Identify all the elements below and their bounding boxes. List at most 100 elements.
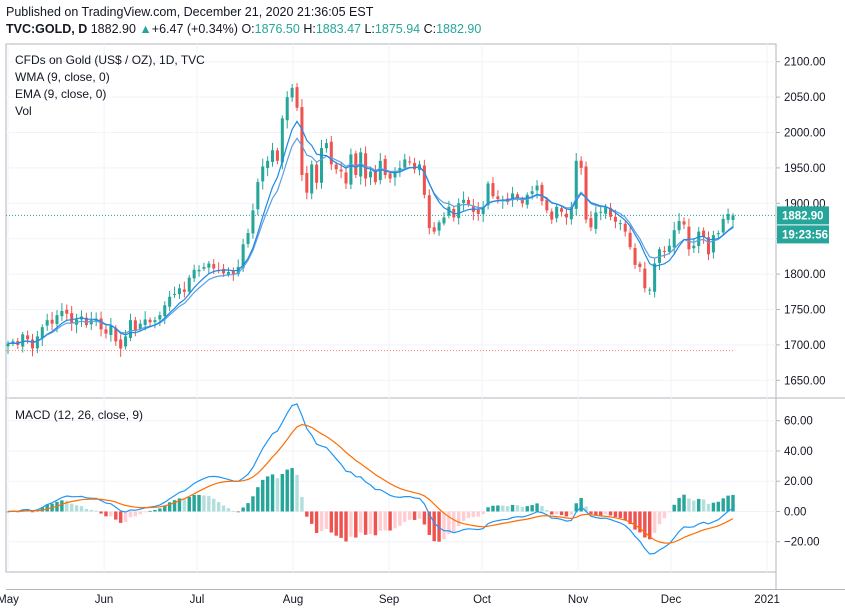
candle (569, 201, 573, 225)
macd-hist-bar (633, 511, 637, 530)
macd-hist-bar (486, 507, 490, 512)
candle (290, 84, 294, 102)
macd-hist-bar (662, 511, 667, 519)
macd-hist-bar (6, 511, 10, 513)
candle (564, 209, 568, 225)
candle (251, 203, 255, 239)
candle (246, 228, 250, 248)
candle (261, 158, 265, 190)
macd-hist-bar (383, 511, 387, 531)
candle-body (408, 161, 412, 163)
candle (648, 287, 652, 295)
macd-hist-bar (109, 511, 113, 517)
macd-hist-bar (261, 479, 265, 512)
candle-body (300, 107, 304, 175)
candle (202, 262, 206, 271)
macd-hist-bar (648, 511, 652, 540)
candle (574, 153, 578, 216)
macd-hist-bar (79, 506, 84, 512)
candle-body (305, 173, 309, 193)
macd-hist-bar (236, 511, 240, 513)
candle (540, 182, 544, 206)
candle (501, 195, 505, 209)
macd-tick-label: −20.00 (784, 537, 820, 549)
candle-body (442, 217, 446, 224)
candle-body (339, 169, 343, 172)
candle (256, 178, 260, 216)
macd-hist-bar (30, 511, 35, 513)
candle-body (569, 206, 573, 220)
candle-body (457, 203, 461, 219)
candle-body (672, 230, 676, 248)
ema-legend: EMA (9, close, 0) (15, 87, 107, 101)
candle (315, 161, 319, 190)
candle-body (716, 233, 720, 235)
macd-hist-bar (574, 503, 578, 512)
candle-body (324, 143, 328, 149)
low-label: L: (364, 22, 375, 36)
candle (148, 317, 152, 327)
candle-body (579, 160, 583, 168)
candle (398, 160, 402, 177)
candle-body (623, 223, 627, 232)
candle (643, 261, 647, 293)
macd-hist-bar (74, 505, 79, 512)
candle-body (731, 215, 735, 220)
macd-hist-bar (667, 511, 672, 513)
candle-body (706, 237, 711, 255)
time-tick-label: Aug (283, 594, 303, 606)
candle-body (60, 310, 64, 317)
candle-body (413, 162, 417, 170)
macd-hist-bar (515, 505, 520, 512)
candle (168, 290, 172, 312)
macd-hist-bar (716, 501, 721, 512)
low-value: 1875.94 (374, 22, 421, 36)
candle-body (481, 206, 485, 215)
candle (334, 161, 338, 174)
vol-legend: Vol (15, 104, 32, 118)
macd-hist-bar (594, 511, 598, 516)
macd-tick-label: 20.00 (784, 476, 813, 488)
macd-hist-bar (202, 495, 206, 512)
up-arrow-icon: ▲ (139, 22, 152, 36)
macd-hist-bar (231, 510, 236, 512)
macd-hist-bar (270, 474, 275, 512)
candle-body (222, 268, 226, 274)
candle (11, 338, 15, 347)
macd-hist-bar (643, 511, 647, 538)
time-tick-label: Jun (95, 594, 114, 606)
candle-body (422, 165, 426, 195)
macd-hist-bar (207, 496, 211, 512)
candle-body (393, 171, 397, 178)
candle-body (133, 320, 137, 331)
candle (217, 262, 221, 274)
plot-frame (5, 43, 777, 573)
candle-body (609, 207, 613, 217)
candle-body (535, 185, 539, 191)
candle-body (310, 164, 314, 194)
macd-hist-bar (363, 511, 368, 535)
macd-hist-bar (452, 511, 456, 532)
macd-hist-bar (344, 511, 348, 542)
candle (442, 212, 446, 226)
candle-body (628, 232, 632, 248)
candle-body (329, 141, 333, 165)
candle (354, 150, 358, 179)
candle-body (677, 221, 681, 231)
candle (35, 330, 39, 354)
candle-body (491, 183, 495, 197)
candle-body (261, 166, 265, 182)
candle (173, 286, 177, 298)
macd-hist-bar (45, 504, 49, 512)
candle-body (212, 264, 216, 269)
candle (40, 324, 44, 347)
candle (476, 202, 480, 221)
candle-body (667, 245, 671, 252)
countdown-badge-text: 19:23:56 (782, 229, 828, 241)
candle (408, 156, 412, 166)
candle-body (613, 216, 617, 222)
candle (45, 313, 49, 331)
macd-hist-bar (118, 511, 123, 523)
macd-hist-bar (114, 511, 118, 520)
